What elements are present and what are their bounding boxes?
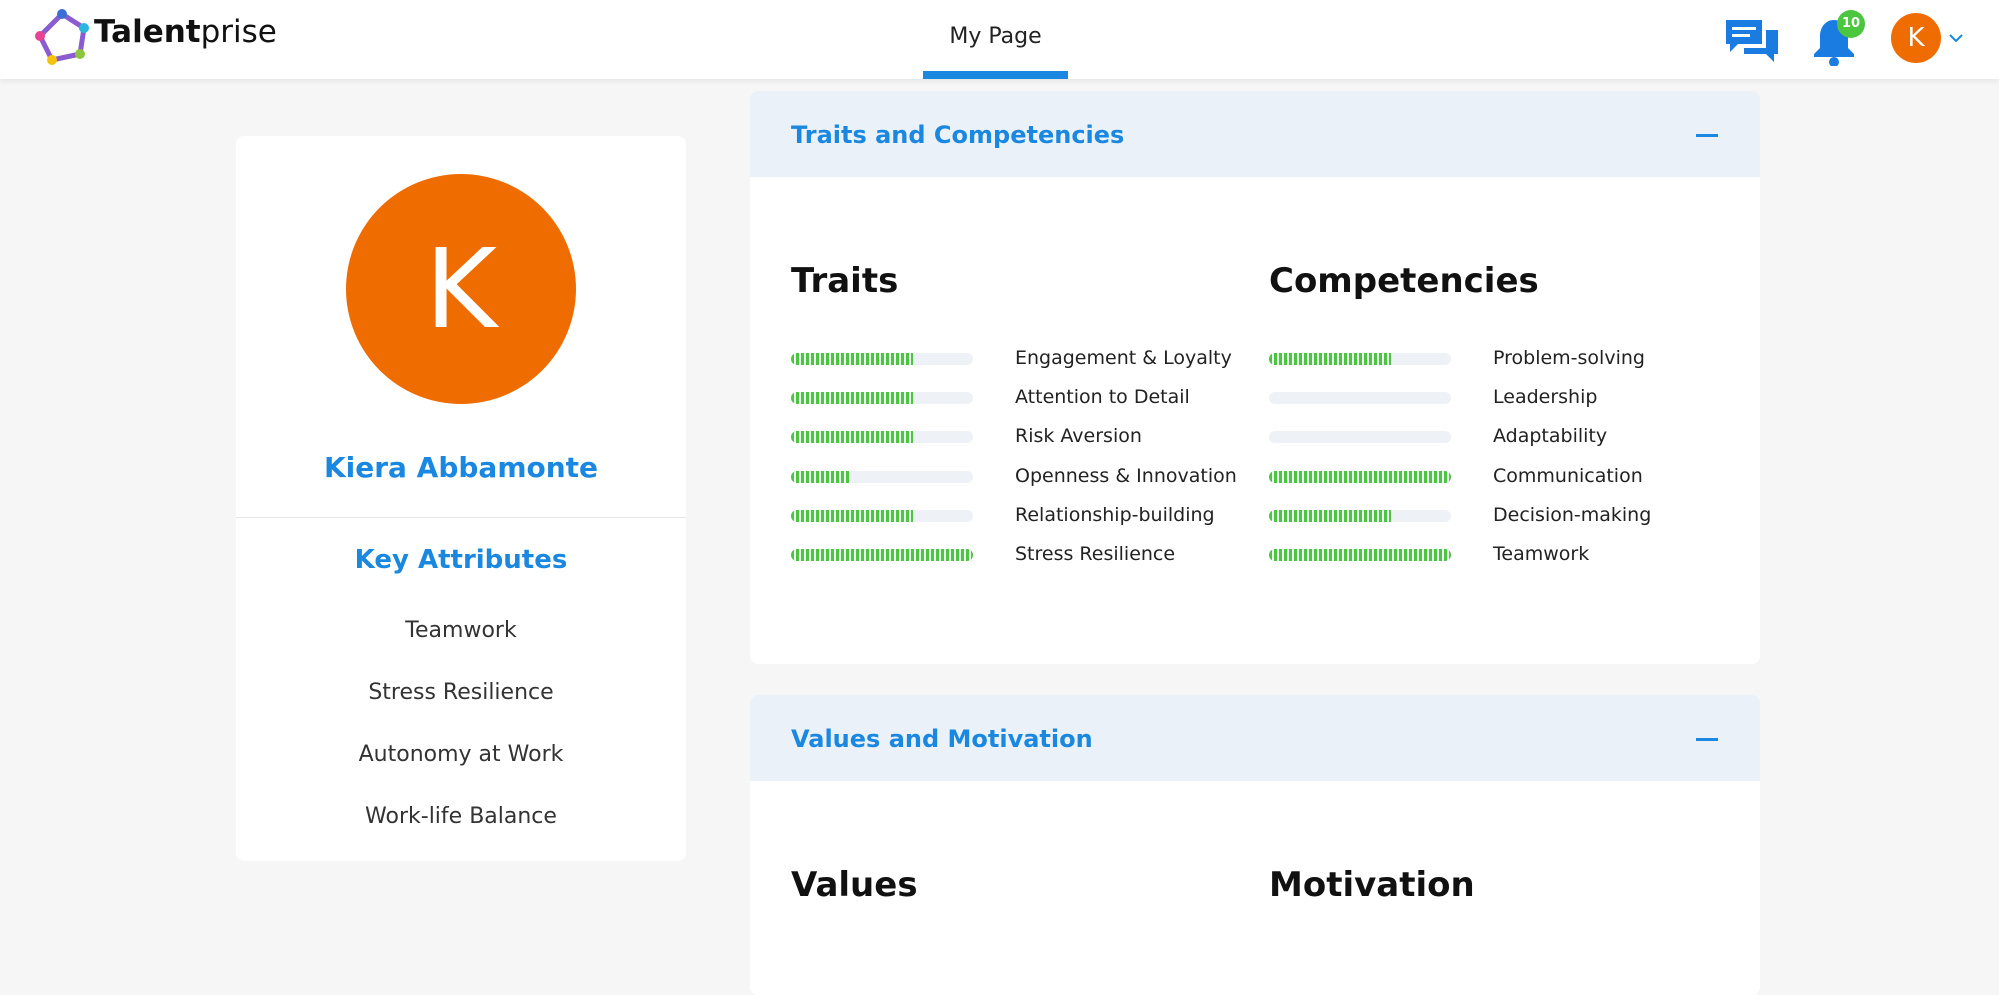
group-title: Values <box>791 865 918 905</box>
key-attribute: Work-life Balance <box>365 804 557 829</box>
section-header[interactable] <box>750 695 1760 781</box>
bar-track <box>1269 470 1451 483</box>
notification-badge: 10 <box>1837 10 1865 38</box>
bar-track <box>791 392 973 405</box>
bar-track <box>791 353 973 365</box>
logo-light: prise <box>200 14 277 50</box>
bar-track <box>791 549 973 561</box>
logo-icon <box>35 9 89 65</box>
bar-track <box>1269 392 1451 405</box>
header: Talentprise My Page 10 K <box>0 0 1999 79</box>
key-attributes-title: Key Attributes <box>354 545 568 575</box>
bar-fill <box>1269 549 1451 561</box>
bar-track <box>791 431 973 444</box>
bar-label: Relationship-building <box>1015 503 1215 526</box>
profile-name: Kiera Abbamonte <box>323 451 599 484</box>
bar-track <box>1269 549 1451 561</box>
profile-avatar: K <box>346 174 576 404</box>
bar-fill <box>791 353 913 365</box>
user-avatar[interactable]: K <box>1891 13 1941 63</box>
section-header[interactable] <box>750 91 1760 177</box>
bar-label: Openness & Innovation <box>1015 464 1237 487</box>
bar-fill <box>1269 509 1391 522</box>
bar-label: Risk Aversion <box>1015 425 1142 448</box>
section: Values and Motivation Values Motivation <box>750 695 1760 995</box>
profile-card: K Kiera Abbamonte Key Attributes Teamwor… <box>236 136 686 861</box>
section-title: Values and Motivation <box>791 725 1093 753</box>
bar-track <box>1269 431 1451 444</box>
collapse-button[interactable] <box>1696 738 1718 741</box>
bar-label: Problem-solving <box>1493 347 1645 369</box>
bar-label: Stress Resilience <box>1015 543 1176 565</box>
collapse-button[interactable] <box>1696 134 1718 137</box>
bar-label: Decision-making <box>1493 503 1652 526</box>
key-attribute: Teamwork <box>405 618 517 643</box>
bar-fill <box>791 470 852 483</box>
bar-track <box>1269 509 1451 522</box>
group-title: Competencies <box>1269 261 1539 301</box>
bar-fill <box>791 431 913 444</box>
logo-bold: Talent <box>94 14 201 50</box>
group-title: Motivation <box>1269 865 1475 905</box>
section: Traits and Competencies Traits Engagement … <box>750 91 1760 664</box>
bar-fill <box>1269 353 1391 365</box>
bar-label: Engagement & Loyalty <box>1015 347 1232 369</box>
bar-track <box>1269 353 1451 365</box>
divider <box>236 517 686 518</box>
logo[interactable]: Talentprise <box>94 14 277 50</box>
bar-label: Leadership <box>1493 386 1598 409</box>
dropdown-chevron[interactable] <box>1949 33 1963 43</box>
tab-underline <box>923 71 1068 79</box>
chat-icon[interactable] <box>1724 18 1780 64</box>
key-attribute: Autonomy at Work <box>358 742 564 767</box>
bar-track <box>791 470 973 483</box>
key-attribute: Stress Resilience <box>368 680 554 705</box>
bar-label: Attention to Detail <box>1015 386 1190 409</box>
nav-tab[interactable]: My Page <box>949 24 1042 49</box>
bar-fill <box>791 549 973 561</box>
bar-track <box>791 509 973 522</box>
bar-fill <box>1269 470 1451 483</box>
bar-fill <box>791 392 913 405</box>
bar-label: Adaptability <box>1493 425 1608 448</box>
group-title: Traits <box>791 261 899 301</box>
bar-label: Communication <box>1493 464 1643 487</box>
bar-label: Teamwork <box>1493 543 1590 565</box>
section-title: Traits and Competencies <box>791 121 1125 149</box>
bar-fill <box>791 509 913 522</box>
page: Talentprise My Page 10 K K Kiera Abbamon… <box>0 0 1999 905</box>
